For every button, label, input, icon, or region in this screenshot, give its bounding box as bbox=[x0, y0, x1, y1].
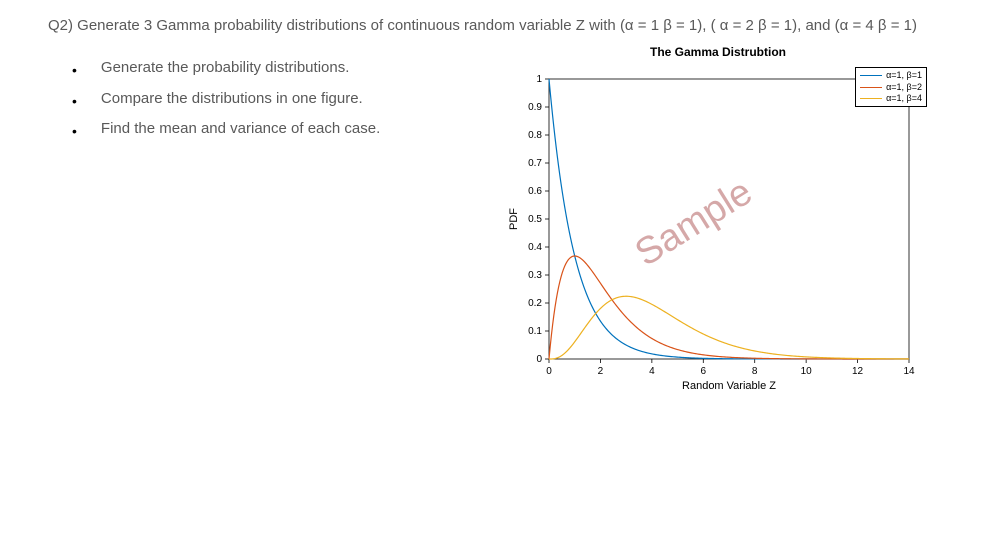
svg-text:0.3: 0.3 bbox=[528, 270, 542, 281]
legend-item: α=1, β=1 bbox=[860, 70, 922, 81]
list-item: Compare the distributions in one figure. bbox=[48, 90, 503, 112]
svg-text:10: 10 bbox=[801, 366, 813, 377]
legend-swatch bbox=[860, 87, 882, 88]
svg-text:0: 0 bbox=[536, 354, 542, 365]
tasks-column: Generate the probability distributions. … bbox=[48, 45, 503, 375]
chart-legend: α=1, β=1α=1, β=2α=1, β=4 bbox=[855, 67, 927, 107]
svg-text:PDF: PDF bbox=[508, 208, 520, 230]
svg-text:8: 8 bbox=[752, 366, 758, 377]
svg-text:0.2: 0.2 bbox=[528, 298, 542, 309]
legend-swatch bbox=[860, 75, 882, 76]
list-item: Generate the probability distributions. bbox=[48, 59, 503, 81]
question-text: Q2) Generate 3 Gamma probability distrib… bbox=[48, 14, 958, 37]
svg-text:0.4: 0.4 bbox=[528, 242, 542, 253]
list-item-text: Find the mean and variance of each case. bbox=[101, 120, 380, 137]
list-item-text: Compare the distributions in one figure. bbox=[101, 90, 363, 107]
legend-item: α=1, β=4 bbox=[860, 93, 922, 104]
chart-svg: 00.10.20.30.40.50.60.70.80.9102468101214… bbox=[503, 61, 929, 395]
svg-text:1: 1 bbox=[536, 74, 542, 85]
chart-title: The Gamma Distrubtion bbox=[503, 45, 933, 59]
svg-text:0.1: 0.1 bbox=[528, 326, 542, 337]
legend-label: α=1, β=4 bbox=[886, 93, 922, 104]
list-item: Find the mean and variance of each case. bbox=[48, 120, 503, 142]
legend-label: α=1, β=1 bbox=[886, 70, 922, 81]
legend-item: α=1, β=2 bbox=[860, 82, 922, 93]
svg-text:4: 4 bbox=[649, 366, 655, 377]
svg-text:12: 12 bbox=[852, 366, 864, 377]
svg-text:0.7: 0.7 bbox=[528, 158, 542, 169]
task-list: Generate the probability distributions. … bbox=[48, 59, 503, 142]
svg-text:Sample: Sample bbox=[628, 171, 760, 275]
svg-text:6: 6 bbox=[701, 366, 707, 377]
gamma-chart: The Gamma Distrubtion 0 0.1 0.2 0.3 0.4 0.5 0.… bbox=[503, 45, 933, 375]
svg-text:0: 0 bbox=[546, 366, 552, 377]
svg-text:14: 14 bbox=[903, 366, 915, 377]
svg-text:2: 2 bbox=[598, 366, 604, 377]
svg-text:Random Variable Z: Random Variable Z bbox=[682, 380, 776, 392]
svg-text:0.8: 0.8 bbox=[528, 130, 542, 141]
svg-text:0.9: 0.9 bbox=[528, 102, 542, 113]
list-item-text: Generate the probability distributions. bbox=[101, 59, 349, 76]
svg-text:0.6: 0.6 bbox=[528, 186, 542, 197]
legend-label: α=1, β=2 bbox=[886, 82, 922, 93]
legend-swatch bbox=[860, 98, 882, 99]
svg-text:0.5: 0.5 bbox=[528, 214, 542, 225]
